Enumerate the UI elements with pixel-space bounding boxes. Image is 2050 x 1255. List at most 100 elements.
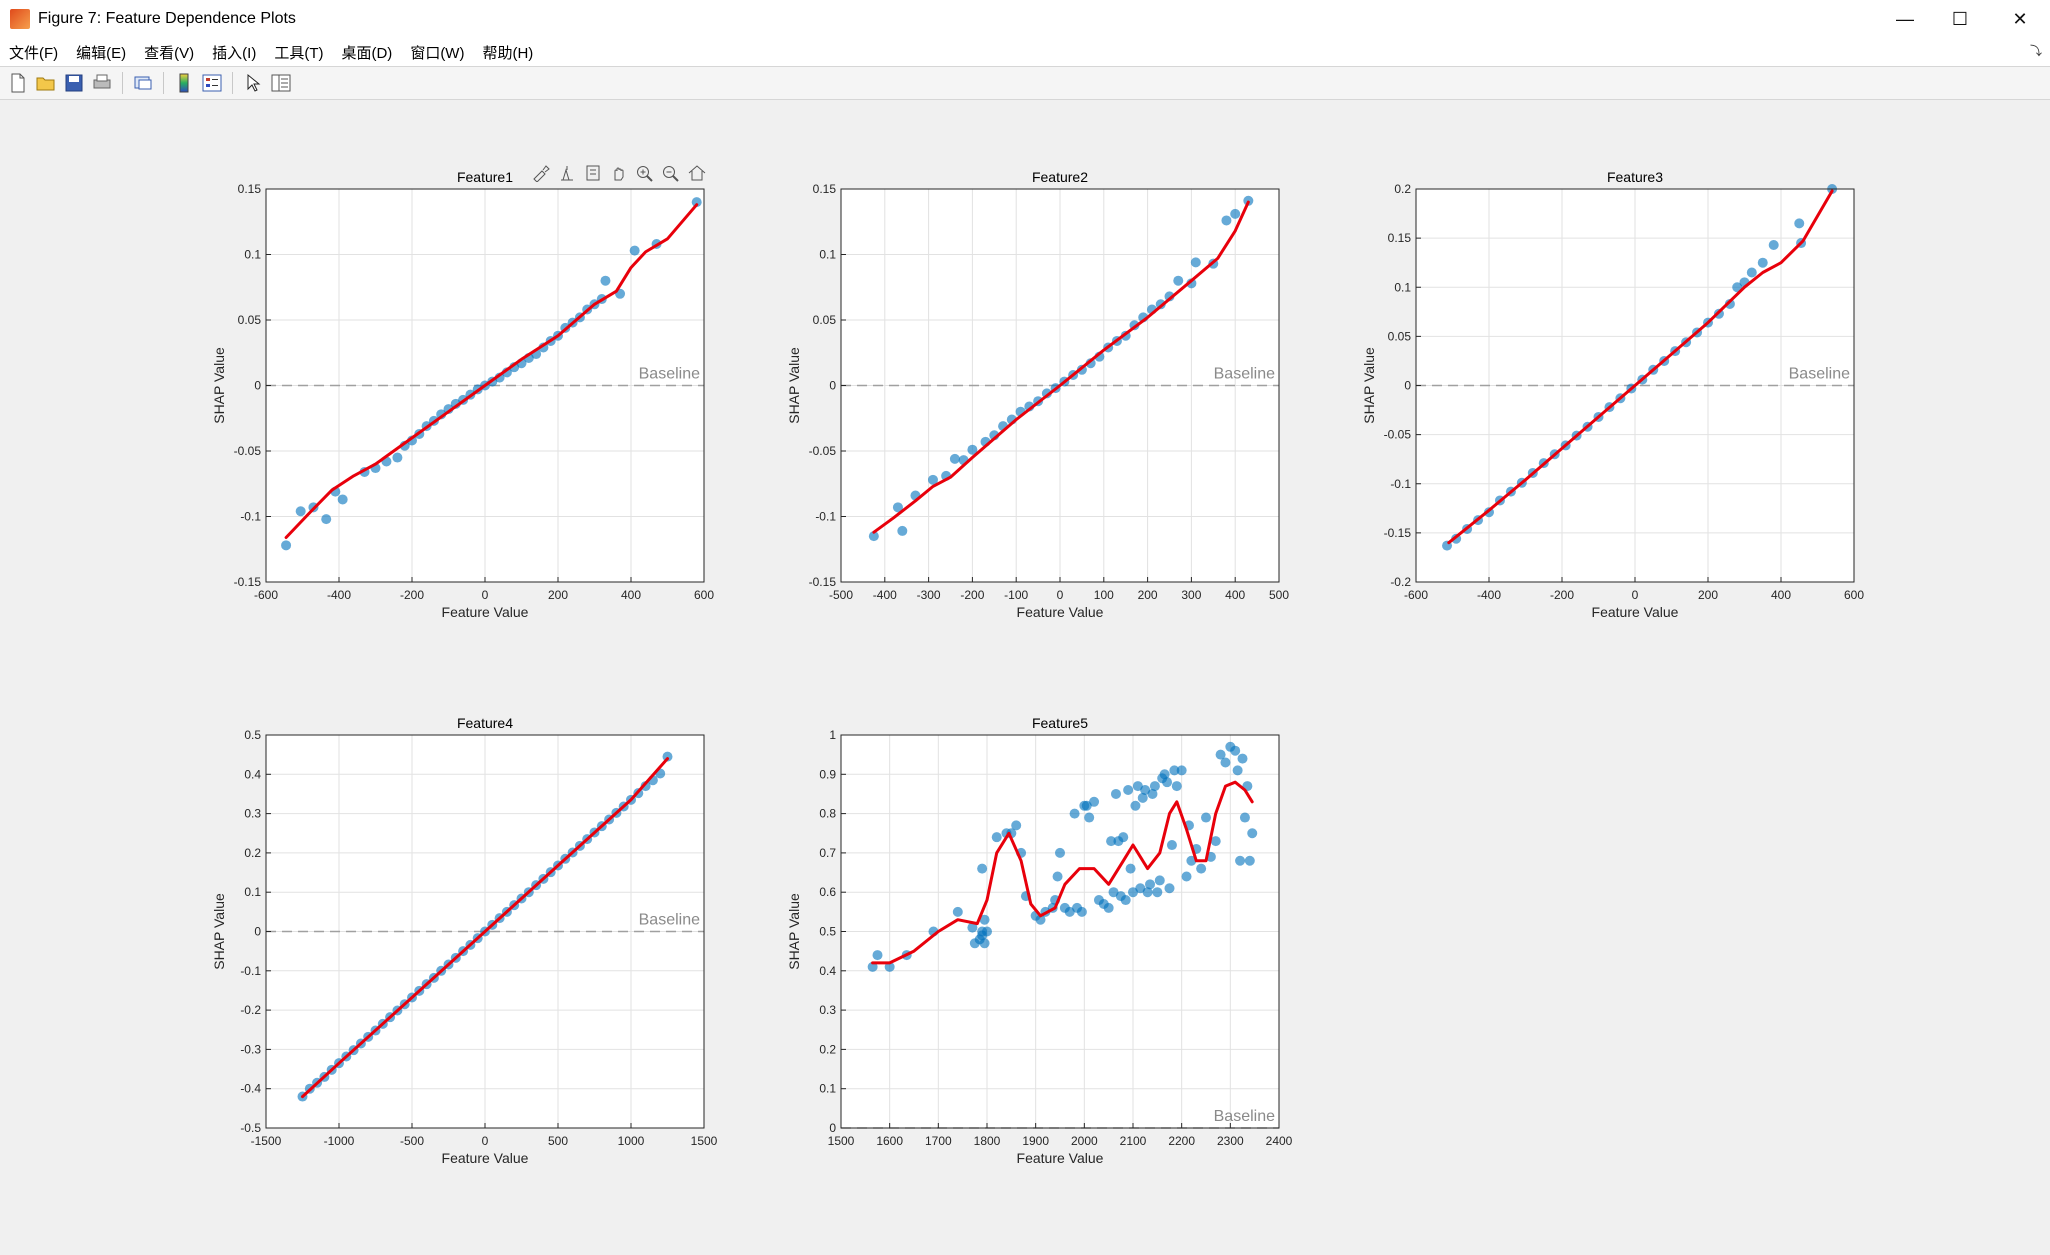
scatter-point — [1230, 208, 1241, 219]
scatter-point — [1089, 796, 1100, 807]
scatter-point — [640, 781, 651, 792]
scatter-point — [1239, 812, 1250, 823]
scatter-point — [1237, 753, 1248, 764]
baseline-label: Baseline — [1214, 366, 1275, 383]
scatter-point — [1794, 218, 1805, 229]
y-tick-label: 0.2 — [819, 1042, 836, 1056]
y-tick-label: 0 — [254, 379, 261, 393]
scatter-point — [1162, 777, 1173, 788]
minimize-button[interactable]: — — [1896, 8, 1914, 29]
y-tick-label: 0 — [254, 925, 261, 939]
baseline-label: Baseline — [1214, 1108, 1275, 1125]
scatter-point — [952, 906, 963, 917]
scatter-point — [1235, 855, 1246, 866]
x-tick-label: 1600 — [876, 1134, 903, 1148]
y-tick-label: -0.05 — [1384, 428, 1412, 442]
x-tick-label: 1900 — [1022, 1134, 1049, 1148]
scatter-point — [1140, 785, 1151, 796]
y-tick-label: 0.15 — [1388, 231, 1412, 245]
menu-view[interactable]: 查看(V) — [144, 44, 195, 62]
menu-insert[interactable]: 插入(I) — [212, 44, 257, 62]
zoom-out-icon[interactable] — [660, 162, 682, 184]
x-tick-label: 0 — [482, 588, 489, 602]
scatter-point — [1069, 808, 1080, 819]
scatter-point — [662, 751, 673, 762]
close-button[interactable]: ✕ — [2012, 8, 2028, 29]
new-file-icon[interactable] — [7, 72, 29, 94]
y-tick-label: -0.15 — [809, 575, 837, 589]
y-tick-label: 1 — [829, 728, 836, 742]
home-icon[interactable] — [686, 162, 708, 184]
x-tick-label: 1500 — [691, 1134, 718, 1148]
x-tick-label: -500 — [400, 1134, 424, 1148]
y-tick-label: -0.4 — [240, 1082, 261, 1096]
legend-icon[interactable] — [201, 72, 223, 94]
y-tick-label: 0.9 — [819, 767, 836, 781]
y-tick-label: 0.05 — [813, 313, 837, 327]
chart-2[interactable]: Baseline -500 -400 -300 -200 -100 0 100 200 300 40… — [786, 169, 1289, 620]
x-tick-label: -100 — [1004, 588, 1028, 602]
scatter-point — [1128, 887, 1138, 898]
scatter-point — [991, 832, 1002, 843]
pointer-icon[interactable] — [242, 72, 264, 94]
chart-5[interactable]: Baseline 1500 1600 1700 1800 1900 2000 2100 2200… — [786, 715, 1293, 1166]
menu-bar: 文件(F) 编辑(E) 查看(V) 插入(I) 工具(T) 桌面(D) 窗口(W… — [0, 38, 2050, 66]
y-tick-label: -0.3 — [240, 1042, 261, 1056]
dock-arrow-icon[interactable]: ⤵ — [2029, 44, 2042, 58]
scatter-point — [868, 531, 879, 542]
window-title: Figure 7: Feature Dependence Plots — [38, 10, 296, 27]
scatter-point — [321, 514, 332, 525]
y-tick-label: 0.1 — [1394, 280, 1411, 294]
fit-line — [301, 757, 669, 1099]
x-tick-label: 200 — [548, 588, 568, 602]
brush-icon[interactable] — [530, 162, 552, 184]
menu-help[interactable]: 帮助(H) — [482, 44, 534, 62]
data-tips-icon[interactable] — [556, 162, 578, 184]
scatter-point — [892, 502, 903, 513]
scatter-point — [1149, 781, 1160, 792]
chart-1[interactable]: Baseline -600 -400 -200 0 200 400 600 -0.15 -0.1 -… — [211, 169, 714, 620]
x-tick-label: 100 — [1094, 588, 1114, 602]
x-tick-label: 500 — [548, 1134, 568, 1148]
x-tick-label: -1500 — [251, 1134, 282, 1148]
scatter-point — [1052, 871, 1063, 882]
export-icon[interactable] — [582, 162, 604, 184]
scatter-point — [1166, 840, 1177, 851]
y-tick-label: 0.6 — [819, 885, 836, 899]
scatter-point — [967, 922, 978, 933]
menu-window[interactable]: 窗口(W) — [410, 44, 465, 62]
chart-3[interactable]: Baseline -600 -400 -200 0 200 400 600 -0.2 -0.15 -… — [1361, 169, 1864, 620]
menu-file[interactable]: 文件(F) — [9, 44, 59, 62]
property-inspector-icon[interactable] — [270, 72, 292, 94]
chart-title: Feature3 — [1607, 169, 1663, 185]
link-figure-icon[interactable] — [132, 72, 154, 94]
y-tick-label: 0.2 — [244, 846, 261, 860]
scatter-point — [1076, 906, 1087, 917]
chart-4[interactable]: Baseline -1500 -1000 -500 0 500 1000 1500 -0.5 -0… — [211, 715, 718, 1166]
menu-tools[interactable]: 工具(T) — [274, 44, 324, 62]
menu-desktop[interactable]: 桌面(D) — [341, 44, 393, 62]
y-tick-label: -0.1 — [240, 510, 261, 524]
x-tick-label: 2200 — [1168, 1134, 1195, 1148]
scatter-point — [1186, 278, 1197, 289]
pan-icon[interactable] — [608, 162, 630, 184]
menu-edit[interactable]: 编辑(E) — [76, 44, 127, 62]
x-tick-label: -600 — [1404, 588, 1428, 602]
save-icon[interactable] — [63, 72, 85, 94]
x-tick-label: -600 — [254, 588, 278, 602]
scatter-point — [600, 275, 611, 286]
y-tick-label: 0.1 — [244, 885, 261, 899]
scatter-point — [1221, 215, 1232, 226]
y-tick-label: 0.2 — [1394, 182, 1411, 196]
x-tick-label: 1800 — [974, 1134, 1001, 1148]
y-tick-label: 0.7 — [819, 846, 836, 860]
print-icon[interactable] — [91, 72, 113, 94]
y-tick-label: 0.1 — [244, 248, 261, 262]
colorbar-icon[interactable] — [173, 72, 195, 94]
maximize-button[interactable]: ☐ — [1951, 8, 1969, 29]
open-folder-icon[interactable] — [35, 72, 57, 94]
zoom-in-icon[interactable] — [634, 162, 656, 184]
scatter-point — [1201, 812, 1211, 823]
x-tick-label: 500 — [1269, 588, 1289, 602]
scatter-point — [1123, 785, 1134, 796]
